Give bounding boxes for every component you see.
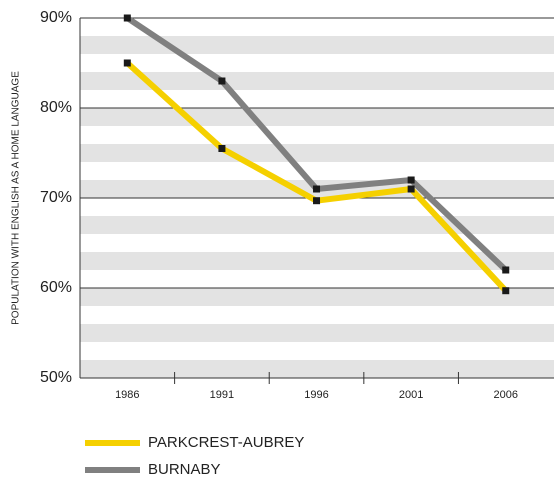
background-stripe: [80, 252, 554, 270]
point-marker: [502, 266, 510, 274]
background-stripe: [80, 288, 554, 306]
x-tick-label: 1996: [304, 389, 328, 401]
x-tick-label: 2001: [399, 389, 423, 401]
point-marker: [123, 14, 131, 22]
background-stripe: [80, 216, 554, 234]
x-tick-label: 1991: [210, 389, 234, 401]
point-marker: [218, 77, 226, 85]
background-stripe: [80, 324, 554, 342]
point-marker: [407, 185, 415, 193]
y-tick-label: 70%: [40, 189, 72, 206]
y-tick-label: 60%: [40, 279, 72, 296]
x-tick-label: 2006: [494, 389, 518, 401]
y-tick-label: 90%: [40, 9, 72, 26]
point-marker: [313, 197, 321, 205]
y-tick-label: 50%: [40, 369, 72, 386]
background-stripe: [80, 72, 554, 90]
point-marker: [218, 145, 226, 152]
point-marker: [123, 59, 131, 67]
point-marker: [407, 176, 415, 184]
y-axis-label: POPULATION WITH ENGLISH AS A HOME LANGUA…: [11, 71, 22, 325]
point-marker: [502, 287, 510, 295]
point-marker: [313, 185, 321, 193]
legend-label: PARKCREST-AUBREY: [148, 434, 304, 451]
legend-label: BURNABY: [148, 461, 221, 478]
background-stripe: [80, 144, 554, 162]
background-stripe: [80, 36, 554, 54]
background-stripe: [80, 108, 554, 126]
background-stripe: [80, 360, 554, 378]
x-tick-label: 1986: [115, 389, 139, 401]
y-tick-label: 80%: [40, 99, 72, 116]
